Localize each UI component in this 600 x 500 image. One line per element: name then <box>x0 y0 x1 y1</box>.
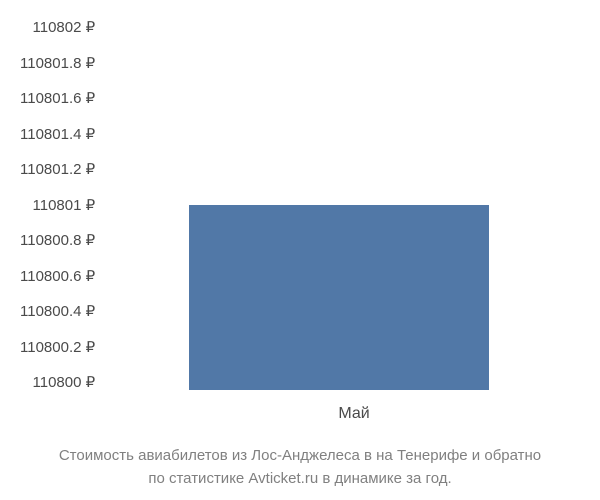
plot-area <box>103 20 580 390</box>
y-tick: 110800.2 ₽ <box>20 340 95 355</box>
y-tick: 110800.8 ₽ <box>20 233 95 248</box>
y-tick: 110801.2 ₽ <box>20 162 95 177</box>
y-tick: 110801.8 ₽ <box>20 56 95 71</box>
y-tick: 110801.4 ₽ <box>20 127 95 142</box>
y-tick: 110800.4 ₽ <box>20 304 95 319</box>
caption-line-1: Стоимость авиабилетов из Лос-Анджелеса в… <box>20 445 580 468</box>
bar <box>189 205 489 390</box>
y-tick: 110802 ₽ <box>33 20 96 35</box>
x-axis: Май <box>20 405 580 423</box>
y-tick: 110800.6 ₽ <box>20 269 95 284</box>
caption-line-2: по статистике Avticket.ru в динамике за … <box>20 468 580 491</box>
chart-caption: Стоимость авиабилетов из Лос-Анджелеса в… <box>20 445 580 490</box>
y-tick: 110801.6 ₽ <box>20 91 95 106</box>
y-tick: 110801 ₽ <box>33 198 96 213</box>
y-tick: 110800 ₽ <box>33 375 96 390</box>
y-axis: 110802 ₽ 110801.8 ₽ 110801.6 ₽ 110801.4 … <box>20 20 103 390</box>
chart-area: 110802 ₽ 110801.8 ₽ 110801.6 ₽ 110801.4 … <box>20 20 580 397</box>
x-tick: Май <box>128 405 580 423</box>
